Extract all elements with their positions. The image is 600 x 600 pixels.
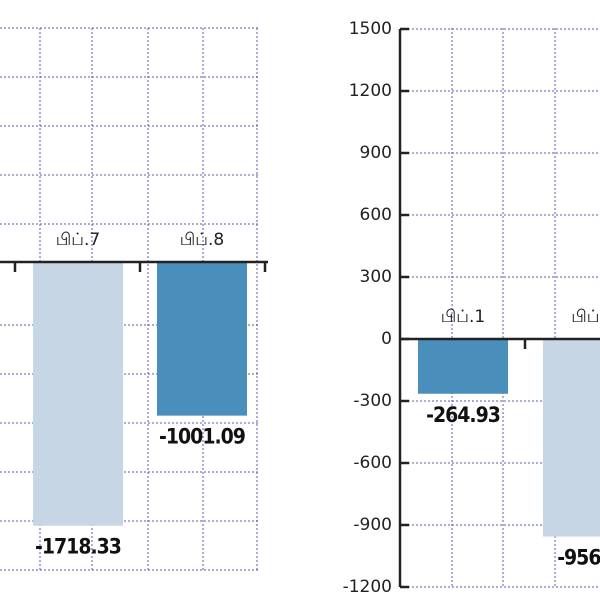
left-grid — [0, 27, 258, 571]
y-tick-label: -900 — [353, 515, 392, 535]
value-label: -1001.09 — [159, 425, 245, 449]
y-tick-label: 900 — [360, 143, 392, 163]
category-label: பிப்.7 — [56, 230, 100, 250]
category-label: பிப். — [571, 307, 600, 327]
bar — [418, 339, 508, 394]
value-label: -956.0 — [557, 546, 600, 570]
y-tick-label: 0 — [381, 329, 392, 349]
value-label: -264.93 — [426, 403, 500, 427]
bar — [157, 262, 247, 416]
y-tick-label: 600 — [360, 205, 392, 225]
y-tick-label: 1500 — [349, 19, 392, 39]
category-label: பிப்.8 — [180, 230, 224, 250]
value-label: -1718.33 — [35, 535, 121, 559]
y-tick-label: -300 — [353, 391, 392, 411]
y-tick-label: 1200 — [349, 81, 392, 101]
bar — [543, 339, 600, 537]
y-tick-label: -1200 — [343, 577, 392, 597]
y-tick-label: 300 — [360, 267, 392, 287]
bar — [33, 262, 123, 526]
y-tick-label: -600 — [353, 453, 392, 473]
right-grid-v — [451, 28, 556, 588]
category-label: பிப்.1 — [441, 307, 485, 327]
